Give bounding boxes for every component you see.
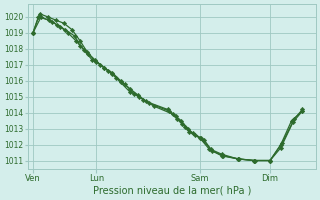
X-axis label: Pression niveau de la mer( hPa ): Pression niveau de la mer( hPa ) (92, 186, 251, 196)
